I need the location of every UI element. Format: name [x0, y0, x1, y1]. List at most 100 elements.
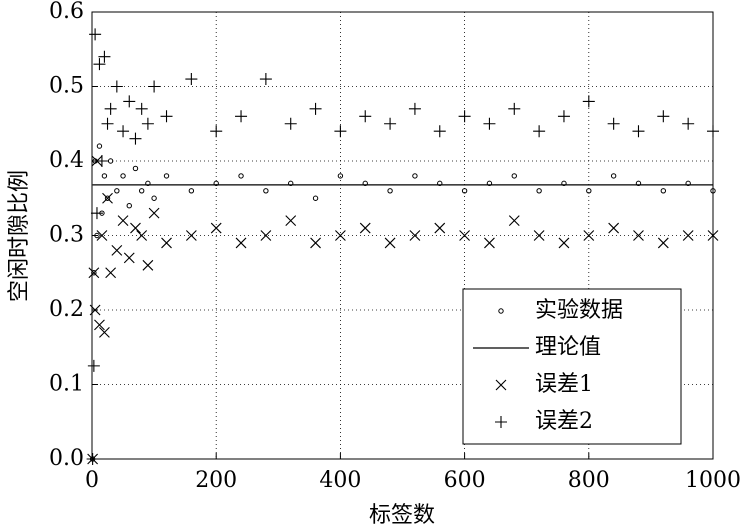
y-axis-label: 空闲时隙比例 — [7, 170, 32, 302]
data-point — [536, 188, 542, 194]
data-point — [484, 237, 495, 249]
data-point — [87, 359, 100, 372]
x-axis-label: 标签数 — [369, 503, 435, 528]
data-point — [151, 195, 157, 201]
data-point — [126, 203, 132, 209]
y-tick-label: 0.6 — [49, 0, 84, 24]
data-point — [533, 230, 545, 241]
data-point — [185, 73, 198, 86]
data-point — [660, 188, 667, 194]
data-point — [707, 230, 719, 241]
data-point — [91, 270, 97, 276]
data-point — [210, 222, 222, 234]
data-point — [86, 453, 99, 465]
data-point — [104, 195, 111, 201]
data-point — [101, 173, 108, 179]
data-point — [136, 230, 148, 241]
data-point — [259, 73, 272, 86]
data-point — [558, 237, 570, 249]
data-point — [142, 259, 154, 271]
x-tick-label: 0 — [85, 468, 99, 493]
legend-box — [462, 288, 682, 445]
data-point — [110, 80, 123, 93]
data-point — [359, 222, 371, 234]
data-point — [93, 58, 106, 71]
data-point — [96, 230, 108, 241]
data-point — [94, 319, 105, 331]
data-point — [486, 180, 493, 187]
data-point — [508, 215, 520, 226]
y-tick-label: 0.0 — [49, 446, 84, 471]
data-point — [89, 304, 101, 316]
data-point — [148, 80, 161, 93]
data-point — [384, 237, 396, 249]
data-point — [120, 173, 126, 179]
data-point — [557, 110, 570, 123]
data-point — [185, 230, 197, 241]
data-point — [610, 173, 617, 179]
data-point — [90, 207, 103, 220]
data-point — [632, 125, 645, 138]
x-tick-label: 800 — [568, 468, 610, 493]
data-point — [160, 110, 173, 123]
y-tick-label: 0.1 — [49, 372, 84, 397]
data-point — [130, 222, 141, 234]
data-point — [483, 117, 496, 130]
y-tick-label: 0.2 — [49, 297, 84, 322]
data-point — [362, 180, 368, 187]
data-point — [95, 155, 108, 167]
data-point — [288, 180, 294, 187]
data-point — [235, 237, 247, 249]
data-point — [123, 95, 136, 108]
data-point — [335, 230, 346, 241]
data-point — [533, 125, 546, 138]
data-point — [129, 132, 142, 145]
data-point — [437, 180, 443, 187]
data-point — [309, 102, 322, 115]
data-point — [583, 230, 595, 241]
data-point — [310, 237, 321, 249]
data-point — [710, 188, 716, 194]
data-point — [458, 110, 471, 123]
data-point — [117, 125, 130, 138]
data-point — [561, 180, 567, 187]
data-point — [145, 180, 151, 187]
data-point — [98, 50, 111, 63]
y-tick-label: 0.5 — [49, 74, 84, 99]
data-point — [285, 215, 297, 226]
y-tick-label: 0.4 — [49, 148, 84, 173]
data-point — [657, 110, 670, 123]
data-point — [210, 125, 223, 138]
data-point — [408, 102, 421, 115]
data-point — [608, 222, 620, 234]
x-tick-label: 400 — [319, 468, 361, 493]
data-point — [461, 188, 468, 194]
data-point — [334, 125, 347, 138]
data-point — [582, 95, 595, 108]
data-point — [284, 117, 297, 130]
data-point — [105, 267, 117, 279]
data-point — [188, 188, 195, 194]
data-point — [508, 102, 521, 115]
data-point — [260, 230, 272, 241]
data-point — [89, 28, 102, 41]
x-tick-label: 600 — [444, 468, 486, 493]
data-point — [101, 117, 114, 130]
data-point — [633, 230, 644, 241]
data-point — [123, 252, 135, 264]
data-point — [657, 237, 669, 249]
data-point — [99, 326, 110, 338]
legend-label: 理论值 — [535, 335, 601, 360]
data-point — [682, 230, 694, 241]
data-point — [138, 188, 145, 194]
data-point — [433, 125, 446, 138]
data-point — [685, 180, 691, 187]
legend-swatch — [498, 308, 504, 314]
data-point — [682, 117, 695, 130]
data-point — [94, 232, 100, 239]
legend-swatch — [495, 416, 507, 428]
data-point — [114, 188, 120, 194]
data-point — [412, 173, 418, 179]
